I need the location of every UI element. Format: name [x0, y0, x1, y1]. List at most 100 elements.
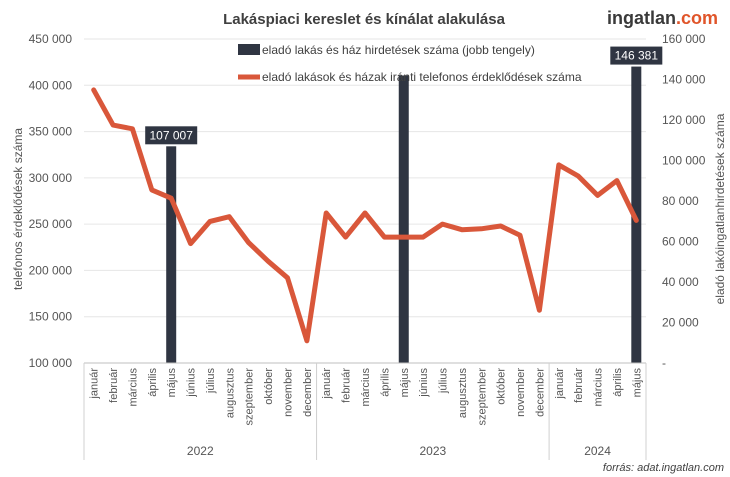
- right-tick-label: 100 000: [662, 154, 706, 168]
- line-point: [208, 220, 212, 223]
- line-point: [189, 242, 192, 245]
- x-tick-label: április: [147, 368, 159, 397]
- left-tick-label: 300 000: [29, 171, 73, 185]
- year-label: 2024: [584, 444, 611, 458]
- line-point: [635, 219, 638, 222]
- right-axis-label: eladó lakóingatlanhirdetések száma: [713, 113, 727, 304]
- right-tick-label: 140 000: [662, 73, 706, 87]
- legend-label-bar: eladó lakás és ház hirdetések száma (job…: [262, 43, 535, 57]
- x-tick-label: október: [263, 368, 275, 405]
- line-point: [499, 224, 502, 228]
- right-tick-label: 20 000: [662, 316, 699, 330]
- left-tick-label: 200 000: [29, 263, 73, 277]
- x-tick-label: május: [631, 368, 643, 398]
- x-tick-label: március: [127, 368, 139, 407]
- bar-label-box: [145, 126, 198, 145]
- left-axis-ticks: 100 000 150 000 200 000 250 000 300 000 350 0…: [29, 32, 73, 370]
- year-label: 2023: [419, 444, 446, 458]
- x-tick-label: november: [283, 368, 295, 417]
- line-series: [91, 87, 639, 344]
- chart-title: Lakáspiaci kereslet és kínálat alakulása: [223, 11, 506, 28]
- line-point: [576, 174, 580, 178]
- bar-data-label: 107 007: [150, 128, 194, 142]
- bar: [398, 75, 409, 363]
- line-point: [441, 222, 444, 226]
- x-tick-label: szeptember: [476, 368, 488, 426]
- line-point: [150, 188, 154, 192]
- x-tick-label: szeptember: [244, 368, 256, 426]
- legend-swatch-bar: [238, 44, 260, 55]
- line-point: [596, 194, 599, 197]
- x-tick-label: április: [379, 368, 391, 397]
- bar-data-label: 146 381: [615, 49, 659, 63]
- left-tick-label: 100 000: [29, 356, 73, 370]
- line-point: [344, 235, 347, 239]
- x-tick-label: február: [341, 368, 353, 403]
- line-point: [615, 179, 619, 182]
- x-tick-label: november: [515, 368, 527, 417]
- right-tick-label: 60 000: [662, 235, 699, 249]
- line-point: [228, 215, 231, 218]
- bar: [166, 146, 177, 363]
- year-label: 2022: [187, 444, 214, 458]
- x-tick-label: augusztus: [457, 368, 469, 419]
- brand-logo-part1: ingatlan: [607, 8, 676, 28]
- x-tick-label: január: [554, 368, 566, 400]
- line-point: [325, 211, 328, 215]
- line-point: [460, 228, 464, 231]
- line-point: [131, 127, 134, 130]
- x-tick-label: május: [399, 368, 411, 398]
- brand-logo: ingatlan.com: [607, 8, 718, 28]
- line-point: [111, 123, 115, 127]
- x-tick-label: február: [573, 368, 585, 403]
- right-tick-label: 120 000: [662, 113, 706, 127]
- x-tick-label: április: [612, 368, 624, 397]
- right-tick-label: 160 000: [662, 32, 706, 46]
- x-tick-label: június: [418, 368, 430, 398]
- x-tick-label: augusztus: [224, 368, 236, 419]
- line-point: [305, 339, 309, 342]
- x-tick-label: február: [108, 368, 120, 403]
- line-point: [518, 234, 522, 237]
- x-axis: január február március április május június jú…: [83, 362, 647, 460]
- x-tick-label: július: [205, 368, 217, 395]
- line-point: [286, 276, 289, 280]
- x-tick-label: július: [438, 368, 450, 395]
- line-point: [92, 88, 95, 92]
- line-point: [538, 309, 541, 312]
- left-tick-label: 400 000: [29, 78, 73, 92]
- line-point: [247, 241, 250, 244]
- line-point: [266, 259, 270, 263]
- left-tick-label: 450 000: [29, 32, 73, 46]
- x-tick-label: május: [166, 368, 178, 398]
- line-point: [383, 235, 386, 239]
- x-tick-label: október: [496, 368, 508, 405]
- left-tick-label: 350 000: [29, 125, 73, 139]
- line-point: [402, 235, 405, 239]
- line-point: [170, 197, 173, 200]
- line-point: [363, 211, 367, 215]
- legend: eladó lakás és ház hirdetések száma (job…: [238, 43, 582, 84]
- x-tick-label: március: [360, 368, 372, 407]
- legend-label-line: eladó lakások és házak iránti telefonos …: [262, 70, 582, 84]
- x-tick-label: június: [186, 368, 198, 398]
- right-tick-label: 40 000: [662, 275, 699, 289]
- x-tick-label: január: [321, 368, 333, 400]
- brand-logo-part2: .com: [676, 8, 718, 28]
- x-tick-label: március: [593, 368, 605, 407]
- line-point: [480, 227, 483, 230]
- x-tick-label: január: [89, 368, 101, 400]
- right-tick-label: 80 000: [662, 194, 699, 208]
- bar-data-labels: 107 007 146 381: [145, 46, 663, 145]
- line-point: [557, 163, 560, 167]
- source-note: forrás: adat.ingatlan.com: [603, 462, 724, 474]
- left-tick-label: 250 000: [29, 217, 73, 231]
- right-axis-ticks: - 20 000 40 000 60 000 80 000 100 000 120 000 1…: [662, 32, 706, 370]
- x-tick-label: december: [534, 368, 546, 417]
- left-tick-label: 150 000: [29, 310, 73, 324]
- line-point: [421, 235, 425, 239]
- x-tick-label: december: [302, 368, 314, 417]
- right-tick-label: -: [662, 356, 666, 370]
